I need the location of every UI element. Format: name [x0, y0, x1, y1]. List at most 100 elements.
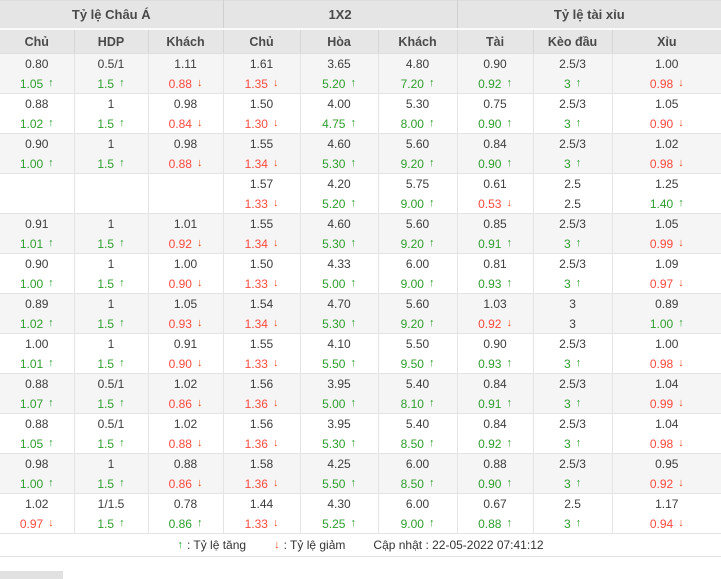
odds-cell: 1 1.5 ↑: [74, 333, 149, 374]
odds-cell: 4.00 4.75 ↑: [300, 93, 379, 134]
odds-cell: 0.80 1.05 ↑: [0, 53, 75, 94]
odds-trend-value: 0.92 ↑: [478, 436, 512, 451]
column-header-home-1x2: Chủ: [223, 29, 301, 54]
odds-value: 0.84: [483, 377, 507, 391]
odds-value: 0.78: [173, 497, 198, 511]
column-header-home-asian: Chủ: [0, 29, 75, 54]
odds-cell: 1 1.5 ↑: [74, 253, 149, 294]
odds-cell: 0.84 0.91 ↑: [457, 373, 534, 414]
odds-trend-value: 8.10 ↑: [400, 396, 435, 411]
odds-trend-value: 5.20 ↑: [322, 196, 356, 211]
odds-trend-value: 0.84 ↓: [168, 116, 203, 131]
legend-bar: ↑ : Tỷ lệ tăng ↓ : Tỷ lệ giảm Cập nhật :…: [0, 534, 721, 557]
table-row: 1.00 1.01 ↑ 1 1.5 ↑ 0.91 0.90 ↓ 1.55 1.33 ↓ 4.10 5.50…: [0, 333, 721, 374]
up-arrow-icon: ↑: [119, 157, 125, 169]
odds-trend-value: 5.25 ↑: [322, 516, 356, 531]
odds-cell: 1.02 0.97 ↓: [0, 493, 75, 534]
legend-increase: ↑ : Tỷ lệ tăng: [177, 538, 246, 552]
odds-cell: 0.98 0.88 ↓: [148, 133, 224, 174]
odds-trend-value: 3: [569, 316, 576, 331]
odds-cell: 1 1.5 ↑: [74, 453, 149, 494]
odds-value: 1.00: [655, 337, 679, 351]
odds-value: 0.90: [483, 57, 507, 71]
odds-cell: 0.90 0.92 ↑: [457, 53, 534, 94]
odds-value: 0.91: [173, 337, 198, 351]
group-header-1x2: 1X2: [223, 0, 458, 30]
odds-value: 5.40: [405, 417, 430, 431]
up-arrow-icon: ↑: [350, 157, 356, 169]
odds-cell: 5.60 9.20 ↑: [378, 133, 458, 174]
down-arrow-icon: ↓: [272, 477, 279, 489]
table-row: 0.91 1.01 ↑ 1 1.5 ↑ 1.01 0.92 ↓ 1.55 1.34 ↓ 4.60 5.30…: [0, 213, 721, 254]
odds-value: 5.40: [405, 377, 430, 391]
odds-value: 2.5/3: [559, 257, 586, 271]
odds-value: 2.5: [564, 177, 581, 191]
odds-trend-value: 1.34 ↓: [244, 236, 279, 251]
up-arrow-icon: ↑: [48, 397, 54, 409]
odds-cell: 2.5/3 3 ↑: [533, 333, 613, 374]
up-arrow-icon: ↑: [350, 517, 356, 529]
odds-value: 4.80: [405, 57, 430, 71]
odds-trend-value: 1.5 ↑: [97, 236, 125, 251]
odds-cell: 1.50 1.30 ↓: [223, 93, 301, 134]
odds-trend-value: 9.00 ↑: [400, 276, 435, 291]
odds-value: 4.60: [327, 137, 351, 151]
odds-cell: 2.5/3 3 ↑: [533, 213, 613, 254]
odds-trend-value: 3 ↑: [563, 476, 582, 491]
odds-table-body: 0.80 1.05 ↑ 0.5/1 1.5 ↑ 1.11 0.88 ↓ 1.61 1.35 ↓ 3.65…: [0, 53, 721, 534]
odds-value: 0.89: [25, 297, 49, 311]
odds-value: 0.5/1: [97, 57, 125, 71]
up-arrow-icon: ↑: [350, 197, 356, 209]
odds-value: 0.84: [483, 137, 507, 151]
odds-value: 1.05: [173, 297, 198, 311]
up-arrow-icon: ↑: [119, 437, 125, 449]
odds-trend-value: 1.36 ↓: [244, 436, 279, 451]
down-arrow-icon: ↓: [272, 77, 279, 89]
down-arrow-icon: ↓: [678, 517, 684, 529]
horizontal-scrollbar[interactable]: [0, 571, 721, 579]
up-arrow-icon: ↑: [48, 357, 54, 369]
odds-value: 3: [569, 297, 576, 311]
down-arrow-icon: ↓: [272, 397, 279, 409]
odds-trend-value: 0.93 ↑: [478, 356, 512, 371]
odds-cell: 1.09 0.97 ↓: [612, 253, 721, 294]
odds-trend-value: 5.50 ↑: [322, 356, 356, 371]
odds-cell: 1 1.5 ↑: [74, 133, 149, 174]
odds-trend-value: 1.5 ↑: [97, 76, 125, 91]
last-updated-text: Cập nhật : 22-05-2022 07:41:12: [373, 538, 544, 552]
odds-trend-value: 3 ↑: [563, 356, 582, 371]
down-arrow-icon: ↓: [678, 117, 684, 129]
odds-cell: 1.01 0.92 ↓: [148, 213, 224, 254]
odds-value: 0.98: [25, 457, 49, 471]
down-arrow-icon: ↓: [678, 397, 684, 409]
odds-trend-value: 1.07 ↑: [19, 396, 54, 411]
odds-cell: 2.5/3 3 ↑: [533, 93, 613, 134]
odds-trend-value: 0.92 ↓: [168, 236, 203, 251]
odds-trend-value: 8.00 ↑: [400, 116, 435, 131]
odds-value: 1: [107, 257, 115, 271]
odds-trend-value: 1.5 ↑: [97, 156, 125, 171]
up-arrow-icon: ↑: [428, 397, 435, 409]
up-arrow-icon: ↑: [428, 277, 435, 289]
odds-trend-value: 3 ↑: [563, 156, 582, 171]
up-arrow-icon: ↑: [119, 77, 125, 89]
down-arrow-icon: ↓: [48, 517, 54, 529]
odds-value: 1.02: [655, 137, 679, 151]
odds-cell: 1.56 1.36 ↓: [223, 413, 301, 454]
odds-cell: 4.60 5.30 ↑: [300, 213, 379, 254]
down-arrow-icon: ↓: [272, 357, 279, 369]
odds-trend-value: 0.91 ↑: [478, 236, 512, 251]
odds-cell: 4.80 7.20 ↑: [378, 53, 458, 94]
down-arrow-icon: ↓: [272, 117, 279, 129]
odds-trend-value: 5.30 ↑: [322, 236, 356, 251]
down-arrow-icon: ↓: [506, 317, 512, 329]
table-row: 0.88 1.02 ↑ 1 1.5 ↑ 0.98 0.84 ↓ 1.50 1.30 ↓ 4.00 4.75…: [0, 93, 721, 134]
table-row: 0.88 1.05 ↑ 0.5/1 1.5 ↑ 1.02 0.88 ↓ 1.56 1.36 ↓ 3.95…: [0, 413, 721, 454]
odds-trend-value: [75, 194, 148, 213]
odds-cell: 0.61 0.53 ↓: [457, 173, 534, 214]
odds-value: 5.60: [405, 137, 430, 151]
scrollbar-thumb[interactable]: [0, 571, 63, 579]
odds-value: 1.55: [249, 337, 274, 351]
odds-value: 0.95: [655, 457, 679, 471]
odds-value: 2.5/3: [559, 417, 586, 431]
